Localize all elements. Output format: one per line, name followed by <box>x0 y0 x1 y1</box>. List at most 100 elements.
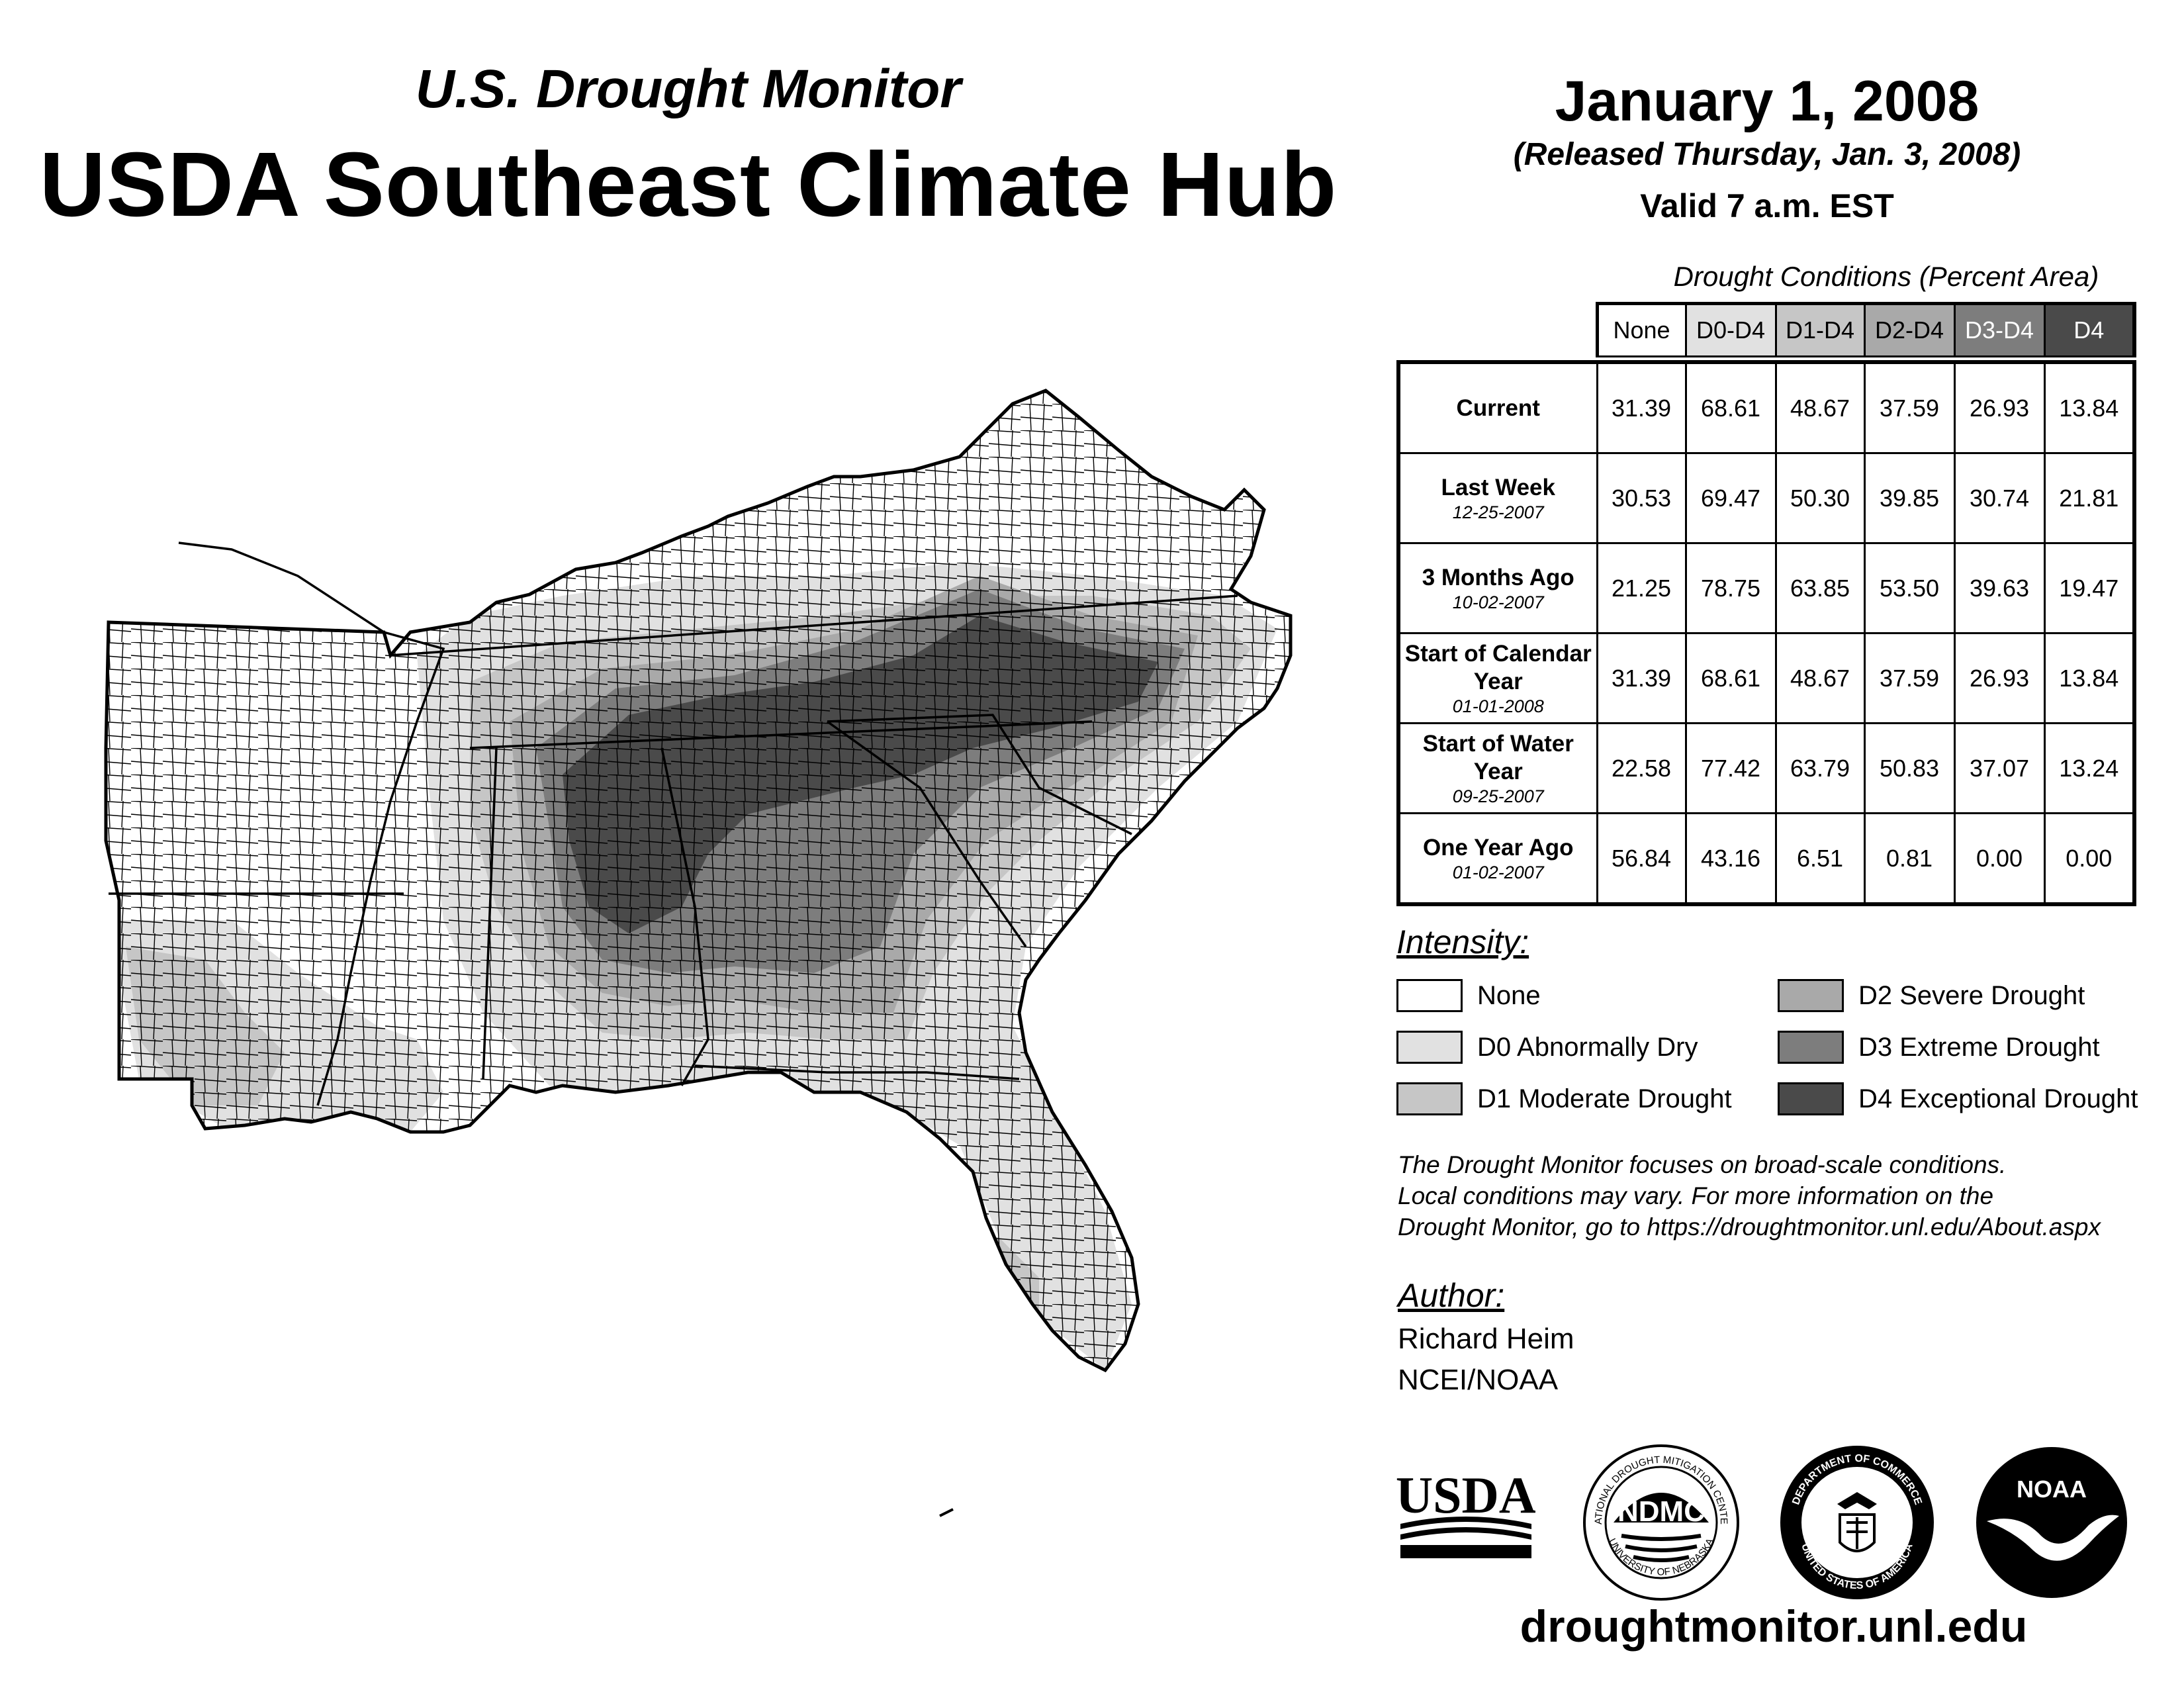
table-cell: 13.24 <box>2043 722 2136 814</box>
table-cell: 69.47 <box>1684 452 1777 544</box>
legend-swatch <box>1778 979 1844 1012</box>
legend-swatch <box>1396 1082 1463 1115</box>
legend-swatch <box>1778 1082 1844 1115</box>
note-line: Local conditions may vary. For more info… <box>1398 1182 1994 1209</box>
row-sublabel: 10-02-2007 <box>1452 592 1544 612</box>
header-d0-d4: D0-D4 <box>1684 302 1777 357</box>
row-sublabel: 12-25-2007 <box>1452 502 1544 522</box>
department-of-commerce-seal: DEPARTMENT OF COMMERCE UNITED STATES OF … <box>1780 1446 1934 1599</box>
disclaimer-note: The Drought Monitor focuses on broad-sca… <box>1398 1149 2179 1243</box>
legend-item-none: None <box>1396 977 1541 1014</box>
header-d1-d4: D1-D4 <box>1774 302 1866 357</box>
table-cell: 31.39 <box>1596 632 1687 724</box>
table-cell: 0.00 <box>2043 812 2136 906</box>
table-cell: 43.16 <box>1684 812 1777 906</box>
table-row-start-of-water-year: Start of Water Year 09-25-2007 22.58 77.4… <box>1396 722 2136 814</box>
legend-label: D0 Abnormally Dry <box>1477 1032 1698 1062</box>
table-row-start-of-calendar-year: Start of Calendar Year 01-01-2008 31.39 6… <box>1396 632 2136 724</box>
table-cell: 26.93 <box>1953 360 2046 454</box>
table-header-row: None D0-D4 D1-D4 D2-D4 D3-D4 D4 <box>1398 302 2136 357</box>
header-d2-d4: D2-D4 <box>1863 302 1956 357</box>
legend-swatch <box>1396 979 1463 1012</box>
table-cell: 6.51 <box>1774 812 1866 906</box>
map-date: January 1, 2008 <box>1555 70 1979 133</box>
website-url[interactable]: droughtmonitor.unl.edu <box>1520 1601 2028 1652</box>
drought-conditions-table: None D0-D4 D1-D4 D2-D4 D3-D4 D4 Current … <box>1396 302 2136 906</box>
table-cell: 50.83 <box>1863 722 1956 814</box>
table-cell: 21.81 <box>2043 452 2136 544</box>
row-sublabel: 01-01-2008 <box>1452 696 1544 716</box>
noaa-logo-text: NOAA <box>2017 1476 2087 1503</box>
author-name: Richard Heim <box>1398 1323 1574 1355</box>
table-cell: 50.30 <box>1774 452 1866 544</box>
table-row-3-months-ago: 3 Months Ago 10-02-2007 21.25 78.75 63.85… <box>1396 542 2136 634</box>
drought-map <box>104 389 1293 1517</box>
author-label: Author: <box>1398 1277 1505 1314</box>
usda-logo-text: USDA <box>1396 1466 1535 1524</box>
header-blank <box>1398 304 1597 357</box>
table-row-last-week: Last Week 12-25-2007 30.53 69.47 50.30 39… <box>1396 452 2136 544</box>
table-cell: 37.07 <box>1953 722 2046 814</box>
table-cell: 26.93 <box>1953 632 2046 724</box>
usda-logo: USDA <box>1396 1466 1535 1558</box>
table-cell: 53.50 <box>1863 542 1956 634</box>
row-label: Start of Water Year 09-25-2007 <box>1396 722 1598 814</box>
legend-swatch <box>1396 1031 1463 1064</box>
map-title: USDA Southeast Climate Hub <box>39 134 1338 236</box>
legend-label: D1 Moderate Drought <box>1477 1084 1732 1113</box>
noaa-logo: NOAA <box>1976 1447 2127 1598</box>
ndmc-logo-text: NDMC <box>1617 1495 1705 1528</box>
table-cell: 56.84 <box>1596 812 1687 906</box>
legend-item-d2: D2 Severe Drought <box>1778 977 2085 1014</box>
legend-item-d3: D3 Extreme Drought <box>1778 1029 2100 1066</box>
header-d4: D4 <box>2043 302 2136 357</box>
table-cell: 0.00 <box>1953 812 2046 906</box>
note-line: The Drought Monitor focuses on broad-sca… <box>1398 1151 2007 1178</box>
row-label: One Year Ago 01-02-2007 <box>1396 812 1598 906</box>
table-cell: 13.84 <box>2043 360 2136 454</box>
table-cell: 19.47 <box>2043 542 2136 634</box>
header-none: None <box>1595 302 1687 357</box>
row-sublabel: 01-02-2007 <box>1452 862 1544 882</box>
table-cell: 68.61 <box>1684 632 1777 724</box>
table-row-current: Current 31.39 68.61 48.67 37.59 26.93 13… <box>1396 360 2136 454</box>
legend-item-d1: D1 Moderate Drought <box>1396 1080 1732 1117</box>
table-cell: 37.59 <box>1863 360 1956 454</box>
table-cell: 30.74 <box>1953 452 2046 544</box>
table-row-one-year-ago: One Year Ago 01-02-2007 56.84 43.16 6.51 … <box>1396 812 2136 906</box>
release-date: (Released Thursday, Jan. 3, 2008) <box>1513 137 2021 172</box>
table-cell: 37.59 <box>1863 632 1956 724</box>
legend-item-d0: D0 Abnormally Dry <box>1396 1029 1698 1066</box>
table-cell: 31.39 <box>1596 360 1687 454</box>
table-caption: Drought Conditions (Percent Area) <box>1673 261 2099 292</box>
row-label: Current <box>1396 360 1598 454</box>
table-cell: 77.42 <box>1684 722 1777 814</box>
table-cell: 0.81 <box>1863 812 1956 906</box>
table-cell: 63.79 <box>1774 722 1866 814</box>
table-cell: 21.25 <box>1596 542 1687 634</box>
legend-title: Intensity: <box>1396 923 1529 961</box>
table-cell: 48.67 <box>1774 632 1866 724</box>
ndmc-logo: NATIONAL DROUGHT MITIGATION CENTER UNIVE… <box>1582 1443 1739 1601</box>
table-cell: 48.67 <box>1774 360 1866 454</box>
table-cell: 22.58 <box>1596 722 1687 814</box>
author-org: NCEI/NOAA <box>1398 1364 1559 1396</box>
legend-label: D3 Extreme Drought <box>1858 1032 2100 1062</box>
valid-time: Valid 7 a.m. EST <box>1640 187 1894 224</box>
row-label: Last Week 12-25-2007 <box>1396 452 1598 544</box>
row-label: 3 Months Ago 10-02-2007 <box>1396 542 1598 634</box>
row-sublabel: 09-25-2007 <box>1452 786 1544 806</box>
legend-label: D4 Exceptional Drought <box>1858 1084 2138 1113</box>
table-cell: 63.85 <box>1774 542 1866 634</box>
table-cell: 68.61 <box>1684 360 1777 454</box>
map-subtitle: U.S. Drought Monitor <box>415 59 962 119</box>
legend-label: None <box>1477 980 1541 1010</box>
legend-item-d4: D4 Exceptional Drought <box>1778 1080 2138 1117</box>
note-line: Drought Monitor, go to https://droughtmo… <box>1398 1213 2101 1241</box>
legend-label: D2 Severe Drought <box>1858 980 2085 1010</box>
table-cell: 78.75 <box>1684 542 1777 634</box>
table-cell: 30.53 <box>1596 452 1687 544</box>
table-cell: 13.84 <box>2043 632 2136 724</box>
legend-swatch <box>1778 1031 1844 1064</box>
table-cell: 39.63 <box>1953 542 2046 634</box>
